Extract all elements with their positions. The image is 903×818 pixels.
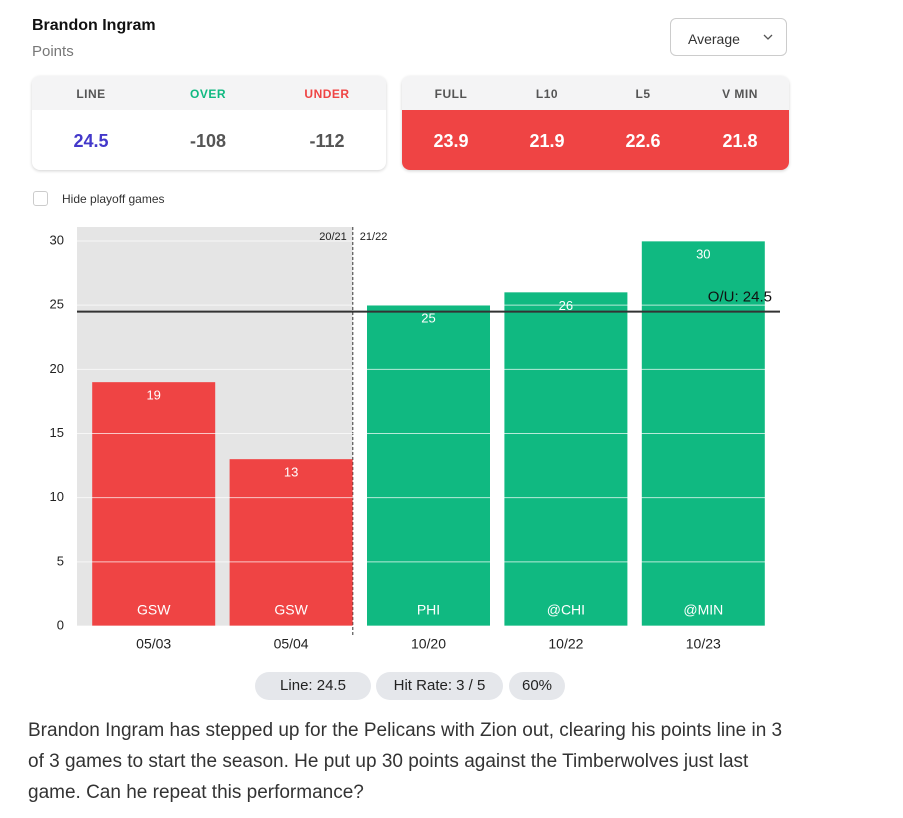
checkbox-label: Hide playoff games — [62, 192, 165, 206]
card-header — [32, 76, 386, 110]
odds-label: OVER — [189, 87, 227, 101]
odds-value: -108 — [189, 131, 227, 151]
stat-name: Points — [32, 43, 74, 60]
player-name: Brandon Ingram — [32, 17, 156, 34]
value-label: 13 — [284, 465, 298, 480]
chevron — [763, 34, 773, 40]
average-label: L10 — [535, 87, 559, 101]
x-tick-label: 05/04 — [274, 636, 309, 652]
card-header — [402, 76, 789, 110]
summary: Brandon Ingram has stepped up for the Pe… — [28, 720, 783, 803]
x-tick-label: 05/03 — [136, 636, 171, 652]
odds-label: LINE — [76, 87, 106, 101]
average-value: 22.6 — [625, 131, 661, 151]
y-tick-label: 20 — [50, 361, 64, 376]
x-tick-label: 10/20 — [411, 636, 446, 652]
pill: Hit Rate: 3 / 5 — [376, 672, 503, 700]
odds-card: LINE OVER UNDER 24.5 -108 -112 — [32, 76, 386, 170]
odds-value: -112 — [309, 131, 345, 151]
y-tick-label: 25 — [50, 297, 64, 312]
average-value: 21.8 — [722, 131, 758, 151]
average-label: V MIN — [722, 87, 758, 101]
dropdown-text: Average — [688, 31, 740, 47]
average-value: 21.9 — [529, 131, 565, 151]
bar — [367, 305, 490, 626]
dropdown[interactable]: Average — [670, 18, 787, 56]
opponent-label: PHI — [417, 602, 440, 618]
average-label: FULL — [434, 87, 468, 101]
season-label: 21/22 — [360, 231, 388, 243]
value-label: 25 — [421, 311, 435, 326]
opponent-label: GSW — [274, 602, 308, 618]
opponent-label: @MIN — [683, 602, 723, 618]
bar — [229, 459, 353, 626]
odds-value: 24.5 — [73, 131, 109, 151]
threshold-label: O/U: 24.5 — [708, 289, 772, 306]
bar — [504, 292, 628, 626]
x-tick-label: 10/22 — [548, 636, 583, 652]
pill: 60% — [509, 672, 565, 700]
average-value: 23.9 — [433, 131, 469, 151]
value-label: 30 — [696, 246, 710, 261]
averages-band — [402, 110, 789, 170]
y-tick-label: 10 — [50, 489, 64, 504]
checkbox[interactable] — [33, 191, 48, 206]
odds-label: UNDER — [304, 87, 350, 101]
average-label: L5 — [635, 87, 651, 101]
pill: Line: 24.5 — [255, 672, 371, 700]
y-tick-label: 0 — [57, 617, 64, 632]
bar — [92, 382, 216, 626]
value-label: 19 — [146, 388, 160, 403]
x-tick-label: 10/23 — [686, 636, 721, 652]
opponent-label: @CHI — [547, 602, 585, 618]
y-tick-label: 5 — [57, 553, 64, 568]
season-label: 20/21 — [319, 231, 347, 243]
y-tick-label: 15 — [50, 425, 64, 440]
opponent-label: GSW — [137, 602, 171, 618]
y-tick-label: 30 — [50, 232, 64, 247]
averages-card: FULL L10 L5 V MIN 23.9 21.9 22.6 21.8 — [402, 76, 789, 170]
